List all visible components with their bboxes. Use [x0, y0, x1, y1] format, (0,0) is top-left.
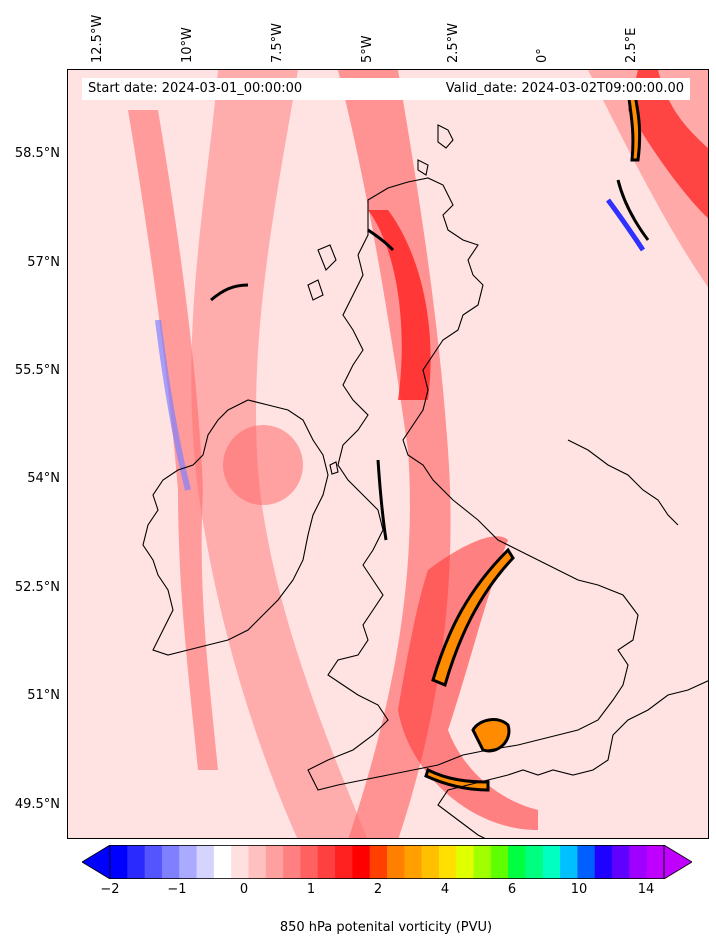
- colorbar-segment: [369, 845, 388, 879]
- colorbar-tick: −2: [100, 882, 120, 897]
- colorbar-tick: 6: [507, 882, 517, 897]
- lon-label: 7.5°W: [270, 22, 285, 63]
- colorbar-segment: [265, 845, 284, 879]
- colorbar-segment: [490, 845, 509, 879]
- colorbar-extend-min: [82, 845, 111, 879]
- colorbar-segment: [300, 845, 319, 879]
- lat-label: 52.5°N: [14, 580, 60, 595]
- colorbar-segment: [508, 845, 526, 879]
- colorbar-tick: −1: [167, 882, 187, 897]
- colorbar-tick: 1: [306, 882, 316, 897]
- colorbar-segment: [438, 845, 457, 879]
- colorbar-tick: 2: [373, 882, 383, 897]
- lat-label: 55.5°N: [14, 363, 60, 378]
- coastlines: [142, 124, 708, 838]
- colorbar-tick: 10: [570, 882, 588, 897]
- info-box: Start date: 2024-03-01_00:00:00 Valid_da…: [82, 78, 690, 100]
- colorbar-segment: [248, 845, 267, 879]
- colorbar-segment: [594, 845, 613, 879]
- colorbar-segment: [456, 845, 475, 879]
- colorbar-tick: 0: [239, 882, 249, 897]
- map-panel: Start date: 2024-03-01_00:00:00 Valid_da…: [67, 69, 709, 839]
- colorbar-border: [109, 845, 665, 879]
- lat-label: 58.5°N: [14, 146, 60, 161]
- colorbar-segment: [387, 845, 405, 879]
- colorbar-segment: [144, 845, 163, 879]
- colorbar-segment: [542, 845, 561, 879]
- colorbar-segment: [646, 845, 665, 879]
- lon-label: 12.5°W: [90, 14, 105, 63]
- colorbar-tick: 14: [637, 882, 655, 897]
- lon-label: 2.5°E: [624, 27, 639, 63]
- colorbar-segment: [335, 845, 353, 879]
- colorbar-segment: [213, 845, 232, 879]
- colorbar-segment: [317, 845, 336, 879]
- pv-map: [68, 70, 708, 838]
- colorbar-segment: [629, 845, 648, 879]
- colorbar-segment: [421, 845, 440, 879]
- colorbar-segment: [525, 845, 544, 879]
- lat-label: 54°N: [27, 471, 60, 486]
- colorbar-segment: [473, 845, 492, 879]
- colorbar-segment: [404, 845, 423, 879]
- start-date: Start date: 2024-03-01_00:00:00: [88, 81, 303, 96]
- colorbar-segment: [612, 845, 630, 879]
- lon-label: 0°: [535, 48, 550, 63]
- colorbar-segment: [231, 845, 249, 879]
- colorbar-segment: [161, 845, 180, 879]
- colorbar-label: 850 hPa potenital vorticity (PVU): [279, 920, 493, 935]
- colorbar: [82, 845, 692, 879]
- lon-label: 10°W: [180, 27, 195, 63]
- colorbar-segment: [127, 845, 146, 879]
- lon-label: 5°W: [360, 35, 375, 63]
- colorbar-segment: [179, 845, 198, 879]
- lat-label: 51°N: [27, 688, 60, 703]
- colorbar-extend-max: [663, 845, 692, 879]
- colorbar-segment: [196, 845, 215, 879]
- lat-label: 49.5°N: [14, 797, 60, 812]
- pv-field: [68, 70, 708, 838]
- colorbar-segment: [560, 845, 578, 879]
- colorbar-segment: [577, 845, 596, 879]
- lon-label: 2.5°W: [446, 22, 461, 63]
- colorbar-tick: 4: [440, 882, 450, 897]
- colorbar-segment: [110, 845, 128, 879]
- colorbar-segment: [283, 845, 301, 879]
- high-pv-cores: [210, 88, 650, 792]
- colorbar-segment: [352, 845, 371, 879]
- lat-label: 57°N: [27, 255, 60, 270]
- valid-date: Valid_date: 2024-03-02T09:00:00.00: [445, 81, 684, 96]
